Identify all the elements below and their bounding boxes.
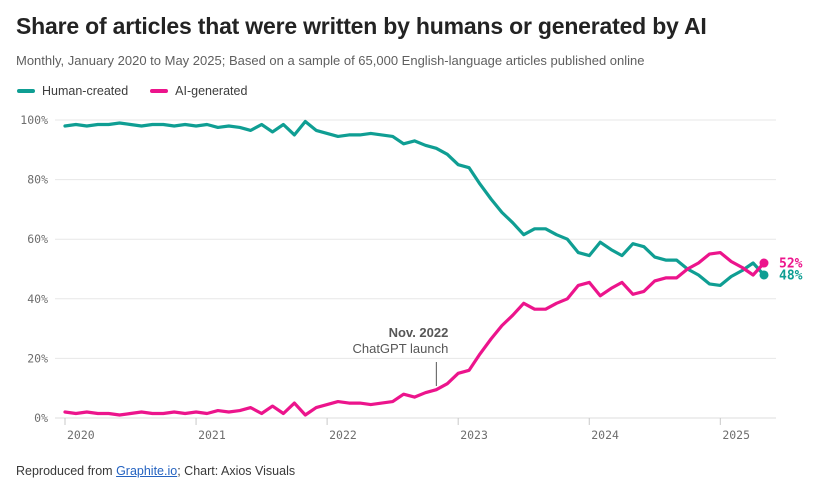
- x-axis-tick-label: 2020: [67, 428, 95, 442]
- y-axis-tick-label: 0%: [34, 411, 48, 425]
- legend: Human-created AI-generated: [17, 84, 247, 98]
- source-line: Reproduced from Graphite.io; Chart: Axio…: [16, 464, 295, 478]
- series-line-human-created: [63, 119, 766, 287]
- annotation-title: Nov. 2022: [389, 325, 449, 340]
- chart-subtitle: Monthly, January 2020 to May 2025; Based…: [16, 53, 645, 68]
- legend-swatch-ai-icon: [150, 89, 169, 93]
- legend-item-ai-generated: AI-generated: [150, 84, 247, 98]
- y-axis-tick-label: 80%: [27, 173, 48, 187]
- legend-label-human: Human-created: [42, 84, 129, 98]
- x-axis-tick-label: 2025: [722, 428, 750, 442]
- y-axis-tick-label: 100%: [20, 113, 48, 127]
- y-axis-tick-label: 60%: [27, 232, 48, 246]
- y-axis-tick-label: 20%: [27, 351, 48, 365]
- legend-label-ai: AI-generated: [175, 84, 248, 98]
- source-suffix: ; Chart: Axios Visuals: [177, 464, 296, 478]
- end-label-ai-generated: 52%: [779, 257, 803, 272]
- x-axis-tick-label: 2024: [591, 428, 619, 442]
- series-line-ai-generated: [63, 251, 766, 417]
- annotation-subtitle: ChatGPT launch: [352, 341, 448, 356]
- x-axis-tick-label: 2022: [329, 428, 357, 442]
- end-dot-ai-generated: [759, 258, 769, 268]
- legend-swatch-human-icon: [17, 89, 35, 93]
- x-axis-tick-label: 2023: [460, 428, 488, 442]
- x-axis-tick-label: 2021: [198, 428, 226, 442]
- end-dot-human-created: [759, 270, 769, 280]
- source-prefix: Reproduced from: [16, 464, 117, 478]
- page-title: Share of articles that were written by h…: [16, 13, 707, 39]
- y-axis-tick-label: 40%: [27, 292, 48, 306]
- end-label-human-created: 48%: [779, 268, 803, 283]
- graphite-link[interactable]: Graphite.io: [116, 464, 178, 478]
- legend-item-human-created: Human-created: [17, 84, 128, 98]
